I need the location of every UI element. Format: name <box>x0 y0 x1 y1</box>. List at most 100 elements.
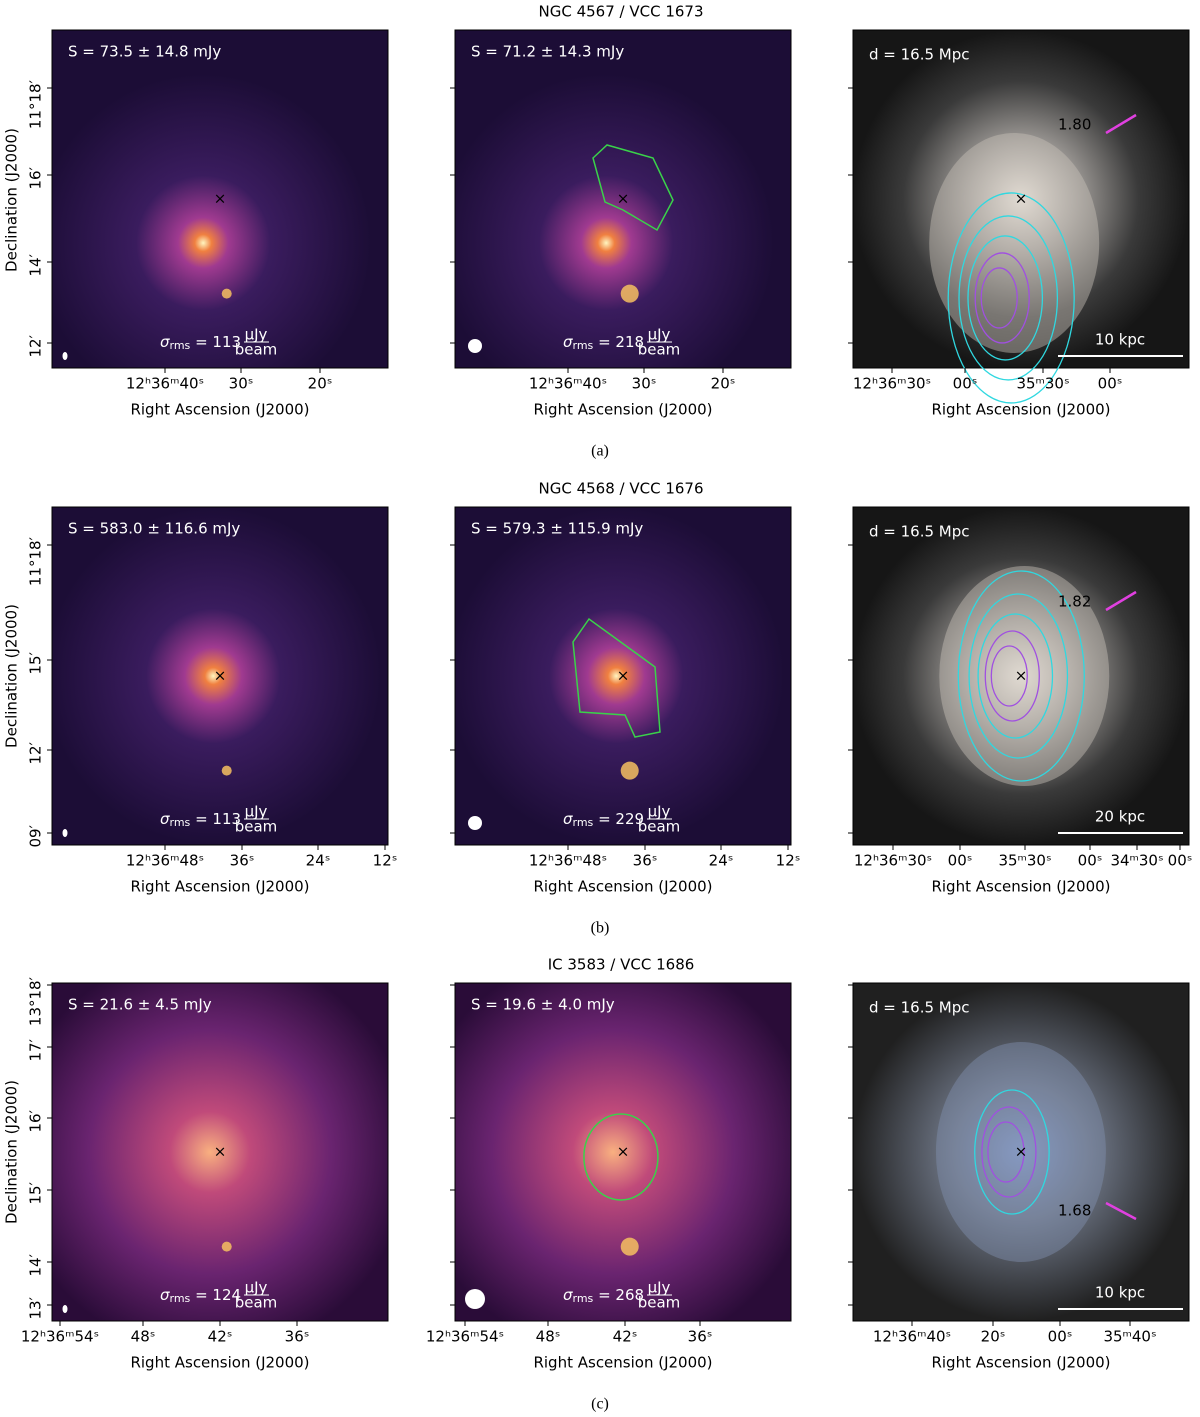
rms-value: = 113 <box>190 810 241 828</box>
spectral-index: 1.68 <box>1058 1202 1091 1220</box>
sky-image <box>852 982 1190 1322</box>
x-tick-label: 24ˢ <box>306 852 331 870</box>
x-tick-label: 36ˢ <box>285 1328 310 1346</box>
sky-image <box>454 506 792 846</box>
integration-region <box>572 617 661 738</box>
row-title: IC 3583 / VCC 1686 <box>548 956 695 974</box>
y-tick-label: 16′ <box>27 166 45 189</box>
rms-label: σrms = 113 <box>160 810 241 830</box>
radio-contour <box>977 613 1054 739</box>
rms-unit-top: μJy <box>648 326 671 344</box>
rms-label: σrms = 218 <box>563 333 644 353</box>
direction-arrow <box>1105 113 1137 135</box>
marker: × <box>617 1143 630 1161</box>
y-tick-label: 11°18′ <box>27 79 45 129</box>
x-tick-label: 12ˢ <box>373 852 398 870</box>
rms-unit-bottom: beam <box>638 341 681 359</box>
marker: × <box>214 1143 227 1161</box>
marker: × <box>214 190 227 208</box>
companion-source <box>221 1241 232 1252</box>
rms-unit-top: μJy <box>648 803 671 821</box>
rms-value: = 229 <box>593 810 644 828</box>
sky-image <box>51 506 389 846</box>
radio-contour <box>980 267 1018 329</box>
scale-label: 10 kpc <box>1095 331 1145 349</box>
rms-value: = 124 <box>190 1286 241 1304</box>
sky-image <box>51 982 389 1322</box>
x-axis-label: Right Ascension (J2000) <box>533 401 712 419</box>
x-tick-label: 48ˢ <box>131 1328 156 1346</box>
x-tick-label: 20ˢ <box>981 1328 1006 1346</box>
rms-value: = 218 <box>593 333 644 351</box>
radio-contour <box>990 645 1028 707</box>
x-tick-label: 12ʰ36ᵐ40ˢ <box>529 375 607 393</box>
x-axis-label: Right Ascension (J2000) <box>931 878 1110 896</box>
rms-subscript: rms <box>170 816 191 829</box>
x-tick-label: 12ʰ36ᵐ48ˢ <box>529 852 607 870</box>
rms-label: σrms = 113 <box>160 333 241 353</box>
radio-contour <box>958 215 1059 381</box>
rms-symbol: σ <box>160 333 170 351</box>
beam <box>62 1305 68 1313</box>
rms-symbol: σ <box>563 810 573 828</box>
rms-subscript: rms <box>573 1292 594 1305</box>
companion-source <box>620 1237 639 1256</box>
flux-label: S = 71.2 ± 14.3 mJy <box>471 43 624 61</box>
distance-label: d = 16.5 Mpc <box>869 999 970 1017</box>
scale-label: 10 kpc <box>1095 1284 1145 1302</box>
x-axis-label: Right Ascension (J2000) <box>533 1354 712 1372</box>
integration-region <box>592 144 674 232</box>
radio-contour <box>957 570 1085 782</box>
x-tick-label: 00ˢ <box>1078 852 1103 870</box>
x-tick-label: 00ˢ <box>953 375 978 393</box>
rms-unit-bottom: beam <box>638 1294 681 1312</box>
sky-image <box>454 982 792 1322</box>
rms-subscript: rms <box>573 816 594 829</box>
x-tick-label: 00ˢ <box>1168 852 1193 870</box>
x-tick-label: 20ˢ <box>308 375 333 393</box>
companion-source <box>620 761 639 780</box>
beam <box>62 352 68 360</box>
rms-label: σrms = 229 <box>563 810 644 830</box>
rms-value: = 268 <box>593 1286 644 1304</box>
caption: (a) <box>591 443 609 460</box>
x-tick-label: 00ˢ <box>948 852 973 870</box>
x-axis-label: Right Ascension (J2000) <box>130 878 309 896</box>
x-tick-label: 12ʰ36ᵐ48ˢ <box>126 852 204 870</box>
y-tick-label: 09′ <box>27 824 45 847</box>
companion-source <box>221 765 232 776</box>
rms-subscript: rms <box>170 339 191 352</box>
marker: × <box>214 667 227 685</box>
x-tick-label: 00ˢ <box>1048 1328 1073 1346</box>
y-tick-label: 12′ <box>27 741 45 764</box>
x-tick-label: 24ˢ <box>709 852 734 870</box>
y-tick-label: 14′ <box>27 253 45 276</box>
x-tick-label: 42ˢ <box>208 1328 233 1346</box>
marker: × <box>1015 667 1028 685</box>
x-tick-label: 00ˢ <box>1098 375 1123 393</box>
sky-image <box>852 506 1190 846</box>
sky-image <box>852 29 1190 369</box>
x-tick-label: 34ᵐ30ˢ <box>1110 852 1163 870</box>
y-tick-label: 12′ <box>27 334 45 357</box>
x-tick-label: 30ˢ <box>632 375 657 393</box>
rms-unit-bottom: beam <box>235 341 278 359</box>
x-tick-label: 35ᵐ30ˢ <box>998 852 1051 870</box>
rms-symbol: σ <box>563 333 573 351</box>
beam <box>468 339 482 353</box>
radio-contour <box>974 1089 1050 1215</box>
x-tick-label: 35ᵐ30ˢ <box>1016 375 1069 393</box>
rms-symbol: σ <box>160 810 170 828</box>
caption: (b) <box>591 920 610 937</box>
radio-contour <box>968 593 1069 759</box>
x-tick-label: 42ˢ <box>613 1328 638 1346</box>
x-tick-label: 36ˢ <box>633 852 658 870</box>
galaxy-glow <box>929 132 1100 353</box>
x-axis-label: Right Ascension (J2000) <box>533 878 712 896</box>
x-axis-label: Right Ascension (J2000) <box>130 1354 309 1372</box>
rms-label: σrms = 268 <box>563 1286 644 1306</box>
rms-unit-bottom: beam <box>235 818 278 836</box>
radio-contour <box>947 192 1075 404</box>
x-axis-label: Right Ascension (J2000) <box>130 401 309 419</box>
y-axis-label: Declination (J2000) <box>3 1080 21 1224</box>
